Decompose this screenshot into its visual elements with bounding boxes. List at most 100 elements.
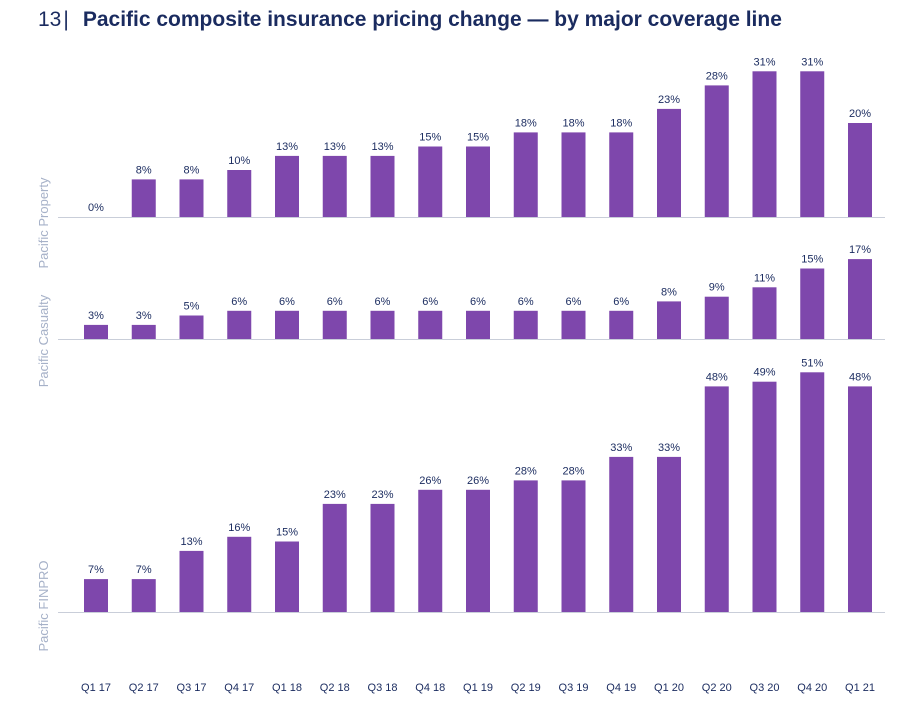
data-label: 0% xyxy=(88,202,104,214)
data-label: 33% xyxy=(658,442,680,454)
data-label: 8% xyxy=(661,286,677,298)
bar xyxy=(800,268,825,339)
x-tick-label: Q1 21 xyxy=(845,682,875,694)
data-label: 5% xyxy=(184,301,200,313)
data-label: 18% xyxy=(515,117,537,129)
data-label: 3% xyxy=(88,310,104,322)
x-tick-label: Q1 19 xyxy=(463,682,493,694)
bar xyxy=(752,287,777,339)
header-separator: | xyxy=(63,8,69,31)
bar xyxy=(418,146,443,217)
x-tick-label: Q2 20 xyxy=(702,682,732,694)
bar xyxy=(227,170,252,217)
bar xyxy=(131,324,156,339)
data-label: 18% xyxy=(562,117,584,129)
bar xyxy=(609,456,634,612)
bar xyxy=(561,132,586,217)
panel-label: Pacific Casualty xyxy=(36,294,51,387)
bar xyxy=(466,489,490,612)
data-label: 15% xyxy=(419,132,441,144)
panel-label: Pacific FINPRO xyxy=(36,560,51,651)
bar xyxy=(466,146,490,217)
bar xyxy=(227,536,252,612)
bar xyxy=(657,301,681,339)
data-label: 3% xyxy=(136,310,152,322)
bar xyxy=(800,372,825,612)
bar xyxy=(752,381,777,612)
data-label: 6% xyxy=(470,296,486,308)
panel-label: Pacific Property xyxy=(36,177,51,269)
data-label: 6% xyxy=(518,296,534,308)
bar xyxy=(322,503,347,612)
data-label: 15% xyxy=(276,527,298,539)
bar xyxy=(561,310,586,339)
x-tick-label: Q1 17 xyxy=(81,682,111,694)
bar xyxy=(275,155,299,217)
bar xyxy=(275,541,299,612)
chart-header: 13 | Pacific composite insurance pricing… xyxy=(38,8,782,38)
x-tick-label: Q2 19 xyxy=(511,682,541,694)
chart-title: Pacific composite insurance pricing chan… xyxy=(82,8,782,31)
bar xyxy=(848,386,872,612)
data-label: 13% xyxy=(180,536,202,548)
data-label: 48% xyxy=(849,371,871,383)
data-label: 10% xyxy=(228,155,250,167)
data-label: 11% xyxy=(754,272,775,284)
bar xyxy=(131,579,156,612)
x-tick-label: Q4 17 xyxy=(224,682,254,694)
x-tick-label: Q1 20 xyxy=(654,682,684,694)
bar xyxy=(84,579,108,612)
bar xyxy=(179,550,204,612)
bar xyxy=(513,480,538,612)
data-label: 28% xyxy=(515,465,537,477)
x-tick-label: Q2 18 xyxy=(320,682,350,694)
data-label: 6% xyxy=(613,296,629,308)
x-tick-label: Q3 18 xyxy=(368,682,398,694)
bar xyxy=(609,310,634,339)
bar xyxy=(704,386,729,612)
data-label: 6% xyxy=(279,296,295,308)
data-label: 8% xyxy=(136,164,152,176)
bar xyxy=(609,132,634,217)
x-tick-label: Q3 20 xyxy=(750,682,780,694)
data-label: 51% xyxy=(801,357,823,369)
data-label: 23% xyxy=(324,489,346,501)
bar xyxy=(657,456,681,612)
bar xyxy=(561,480,586,612)
data-label: 28% xyxy=(562,465,584,477)
data-label: 8% xyxy=(184,164,200,176)
bar xyxy=(657,108,681,217)
data-label: 31% xyxy=(801,56,823,68)
data-label: 23% xyxy=(658,94,680,106)
data-label: 6% xyxy=(566,296,582,308)
bar xyxy=(370,310,395,339)
data-label: 23% xyxy=(371,489,393,501)
bar xyxy=(704,85,729,218)
bar xyxy=(84,324,108,339)
data-label: 13% xyxy=(276,141,298,153)
data-label: 31% xyxy=(753,56,775,68)
page-number: 13 xyxy=(38,8,62,31)
bar xyxy=(179,315,204,339)
data-label: 6% xyxy=(231,296,247,308)
x-tick-label: Q4 20 xyxy=(797,682,827,694)
x-tick-label: Q4 19 xyxy=(606,682,636,694)
bar xyxy=(131,179,156,217)
x-tick-label: Q2 17 xyxy=(129,682,159,694)
data-label: 28% xyxy=(706,70,728,82)
data-label: 48% xyxy=(706,371,728,383)
data-label: 18% xyxy=(610,117,632,129)
bar xyxy=(418,489,443,612)
x-tick-label: Q3 19 xyxy=(559,682,589,694)
data-label: 17% xyxy=(849,244,871,256)
data-label: 15% xyxy=(801,254,823,266)
bar xyxy=(752,71,777,217)
data-label: 7% xyxy=(136,564,152,576)
data-label: 6% xyxy=(327,296,343,308)
bar xyxy=(179,179,204,217)
data-label: 9% xyxy=(709,282,725,294)
bar xyxy=(848,259,872,339)
bar xyxy=(513,132,538,217)
bar xyxy=(322,155,347,217)
